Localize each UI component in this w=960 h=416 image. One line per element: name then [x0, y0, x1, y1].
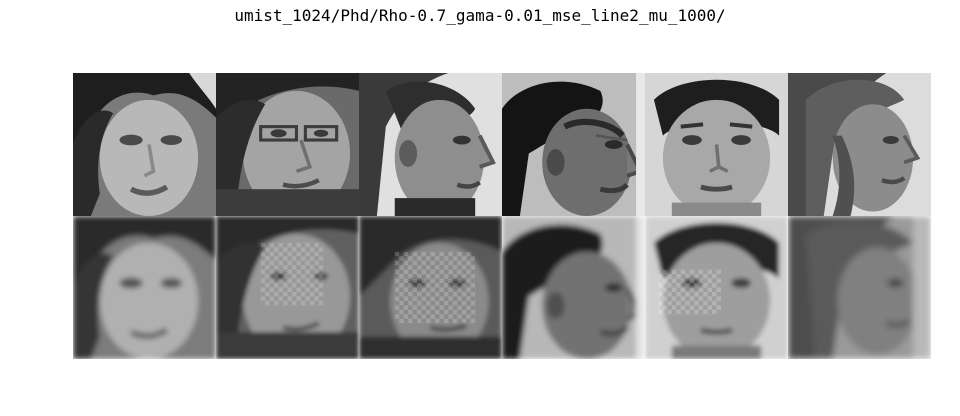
face-image-reconstruction-3: [359, 216, 502, 359]
face-image-original-6: [788, 73, 931, 216]
face-image-original-5: [645, 73, 788, 216]
face-image-original-1: [73, 73, 216, 216]
face-image-grid: [73, 73, 931, 359]
face-image-original-2: [216, 73, 359, 216]
face-image-reconstruction-6: [788, 216, 931, 359]
face-image-reconstruction-1: [73, 216, 216, 359]
face-image-original-4: [502, 73, 645, 216]
figure-title: umist_1024/Phd/Rho-0.7_gama-0.01_mse_lin…: [234, 6, 726, 25]
face-image-original-3: [359, 73, 502, 216]
face-image-reconstruction-4: [502, 216, 645, 359]
face-image-reconstruction-2: [216, 216, 359, 359]
face-image-reconstruction-5: [645, 216, 788, 359]
